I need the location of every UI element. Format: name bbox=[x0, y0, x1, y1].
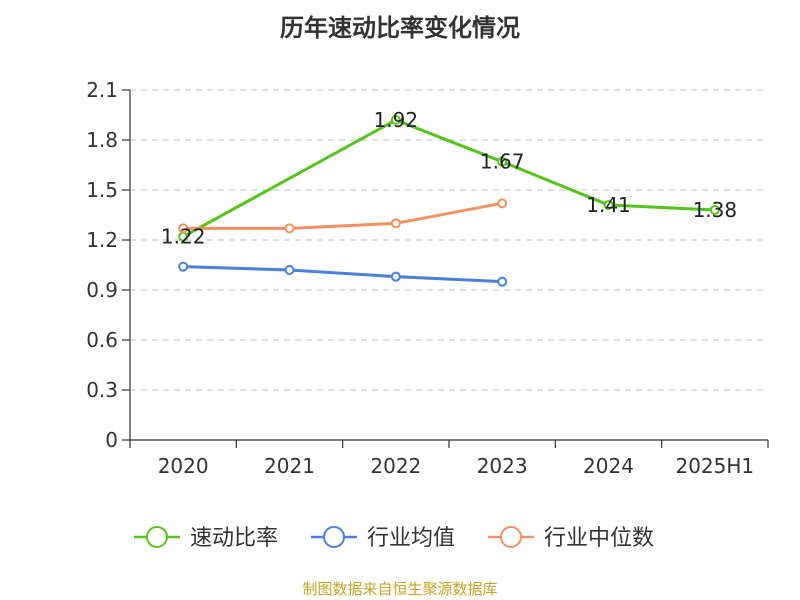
y-tick-label: 1.2 bbox=[86, 228, 118, 252]
y-tick-label: 1.8 bbox=[86, 128, 118, 152]
legend-label: 速动比率 bbox=[190, 526, 278, 551]
data-label: 1.22 bbox=[161, 225, 206, 249]
y-tick-labels: 0 0.3 0.6 0.9 1.2 1.5 1.8 2.1 bbox=[86, 78, 118, 452]
legend-item-1[interactable]: 行业均值 bbox=[311, 526, 455, 551]
data-point bbox=[603, 200, 614, 210]
y-tick-label: 0.3 bbox=[86, 378, 118, 402]
data-point bbox=[497, 276, 508, 287]
x-tick-label: 2023 bbox=[477, 454, 528, 478]
y-tick-label: 1.5 bbox=[86, 178, 118, 202]
legend-marker bbox=[500, 526, 522, 548]
x-tick-label: 2025H1 bbox=[675, 454, 754, 478]
legend-label: 行业中位数 bbox=[544, 526, 654, 551]
y-tick-label: 2.1 bbox=[86, 78, 118, 102]
data-point bbox=[390, 115, 401, 125]
y-tick-label: 0.6 bbox=[86, 328, 118, 352]
legend-marker bbox=[146, 526, 168, 548]
data-point bbox=[497, 156, 508, 167]
series-lines bbox=[178, 115, 720, 287]
x-tick-label: 2022 bbox=[370, 454, 421, 478]
data-labels: 1.22 1.92 1.67 1.41 1.38 bbox=[161, 108, 737, 249]
series-line-1 bbox=[183, 265, 503, 284]
legend-label: 行业均值 bbox=[367, 526, 455, 551]
data-point bbox=[284, 223, 295, 234]
data-point bbox=[497, 198, 508, 209]
data-point bbox=[178, 223, 189, 234]
data-label: 1.92 bbox=[374, 108, 419, 132]
data-label: 1.67 bbox=[480, 150, 525, 174]
legend-item-2[interactable]: 行业中位数 bbox=[488, 526, 654, 551]
data-point bbox=[390, 218, 401, 229]
y-tick-label: 0 bbox=[105, 428, 118, 452]
source-note: 制图数据来自恒生聚源数据库 bbox=[302, 580, 498, 598]
x-tick-label: 2021 bbox=[264, 454, 315, 478]
legend-marker bbox=[323, 526, 345, 548]
series-line-0 bbox=[182, 118, 715, 238]
data-point bbox=[178, 261, 189, 272]
legend: 速动比率 行业均值 行业中位数 bbox=[134, 526, 654, 551]
data-point bbox=[390, 271, 401, 282]
series-line-2 bbox=[183, 201, 503, 230]
data-label: 1.38 bbox=[693, 198, 738, 222]
legend-item-0[interactable]: 速动比率 bbox=[134, 526, 278, 551]
data-label: 1.41 bbox=[586, 193, 631, 217]
data-point bbox=[709, 205, 720, 215]
data-point bbox=[284, 265, 295, 275]
axes bbox=[122, 89, 769, 448]
x-tick-label: 2024 bbox=[583, 454, 634, 478]
x-tick-label: 2020 bbox=[158, 454, 209, 478]
y-tick-label: 0.9 bbox=[86, 278, 118, 302]
grid-lines bbox=[130, 89, 768, 391]
x-tick-labels: 2020 2021 2022 2023 2024 2025H1 bbox=[158, 454, 754, 478]
chart-title: 历年速动比率变化情况 bbox=[280, 14, 520, 42]
